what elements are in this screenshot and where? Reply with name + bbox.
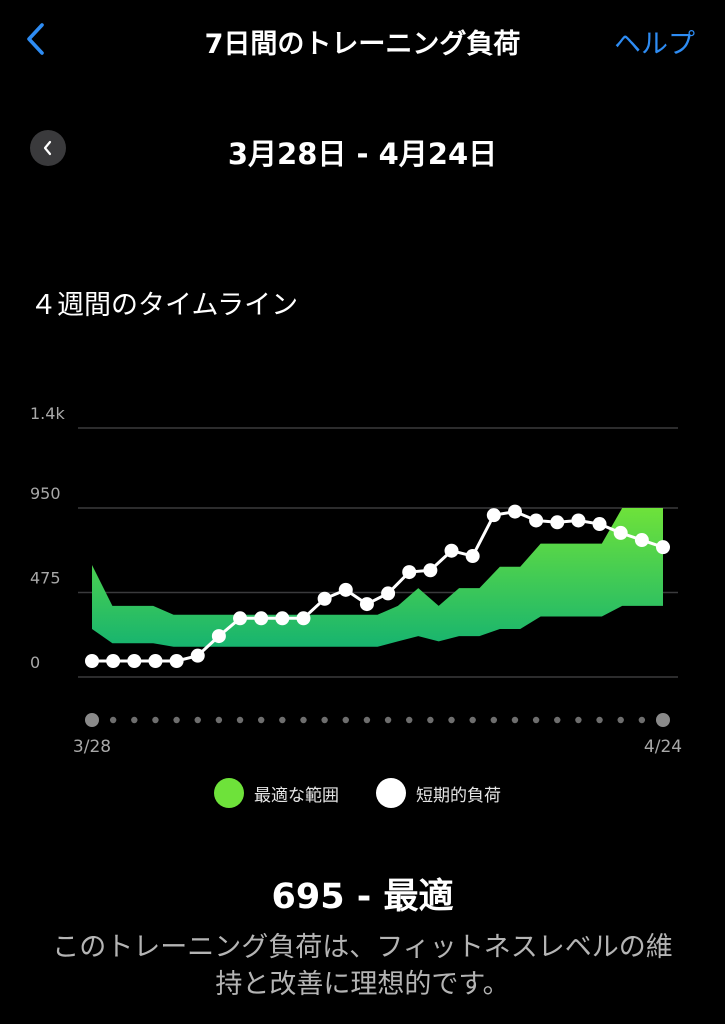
- day-marker: [131, 716, 138, 724]
- day-marker: [384, 716, 392, 724]
- back-button[interactable]: [22, 22, 50, 56]
- legend-swatch-optimal: [214, 778, 244, 808]
- load-point: [592, 517, 607, 532]
- day-marker: [638, 716, 646, 724]
- y-tick-label: 0: [30, 653, 40, 672]
- day-marker: [575, 716, 582, 724]
- legend-swatch-load: [376, 778, 406, 808]
- load-point: [656, 540, 670, 555]
- day-marker: [300, 716, 307, 724]
- load-point: [634, 533, 649, 548]
- load-point: [148, 653, 163, 668]
- load-point: [423, 563, 438, 578]
- load-point: [233, 611, 248, 626]
- day-marker: [85, 713, 99, 727]
- load-point: [444, 543, 459, 558]
- legend-label-optimal: 最適な範囲: [254, 786, 339, 806]
- load-point: [211, 629, 226, 644]
- training-load-chart: 0 475 950 1.4k 3/28 4/24: [30, 404, 682, 757]
- y-tick-label: 1.4k: [30, 404, 65, 423]
- load-point: [486, 508, 501, 523]
- load-point: [529, 513, 544, 528]
- load-point: [613, 525, 628, 540]
- load-point: [571, 513, 586, 528]
- optimal-range-band: [92, 508, 663, 647]
- day-marker: [427, 716, 434, 724]
- load-point: [317, 591, 332, 606]
- day-marker: [532, 716, 540, 724]
- day-marker: [490, 716, 498, 724]
- load-point: [296, 611, 311, 626]
- load-point: [465, 549, 480, 564]
- day-marker: [406, 716, 413, 724]
- day-marker: [173, 716, 180, 724]
- y-tick-label: 950: [30, 484, 61, 503]
- day-marker: [215, 716, 223, 724]
- day-marker: [596, 716, 603, 724]
- short-term-load-line: [92, 510, 664, 663]
- load-point: [550, 515, 565, 530]
- date-range: 3月28日 - 4月24日: [227, 137, 498, 171]
- chart-legend: 最適な範囲 短期的負荷: [0, 778, 725, 808]
- x-label-start: 3/28: [73, 737, 111, 757]
- legend-label-load: 短期的負荷: [416, 786, 501, 806]
- day-marker: [656, 713, 670, 727]
- day-marker: [257, 716, 265, 724]
- chevron-left-icon: [43, 140, 52, 156]
- day-marker: [554, 716, 561, 724]
- day-marker: [511, 716, 519, 724]
- day-marker: [448, 716, 455, 724]
- load-point: [85, 653, 99, 668]
- day-marker: [236, 716, 244, 724]
- x-label-end: 4/24: [644, 737, 682, 757]
- day-marker: [279, 716, 286, 724]
- help-button[interactable]: ヘルプ: [614, 29, 695, 60]
- load-point: [507, 504, 522, 519]
- load-point: [402, 565, 417, 580]
- day-marker: [342, 716, 349, 724]
- load-point: [359, 597, 374, 612]
- previous-period-button[interactable]: [30, 130, 66, 166]
- load-point: [169, 653, 184, 668]
- day-marker: [321, 716, 328, 724]
- load-point: [190, 648, 205, 663]
- day-marker: [109, 716, 117, 724]
- day-marker: [194, 716, 201, 724]
- page-title: 7日間のトレーニング負荷: [204, 29, 521, 60]
- load-point: [381, 586, 396, 601]
- load-point: [106, 653, 121, 668]
- day-marker: [152, 716, 159, 724]
- day-marker: [617, 716, 624, 724]
- load-point: [275, 611, 290, 626]
- load-summary: 695 - 最適: [271, 877, 454, 917]
- chevron-left-icon: [27, 23, 44, 55]
- section-title: ４週間のタイムライン: [30, 290, 299, 321]
- load-point: [338, 582, 353, 597]
- day-marker: [469, 716, 476, 724]
- load-description: このトレーニング負荷は、フィットネスレベルの維持と改善に理想的です。: [52, 932, 673, 1000]
- day-marker: [363, 716, 371, 724]
- load-point: [254, 611, 269, 626]
- y-tick-label: 475: [30, 569, 61, 588]
- load-point: [127, 653, 142, 668]
